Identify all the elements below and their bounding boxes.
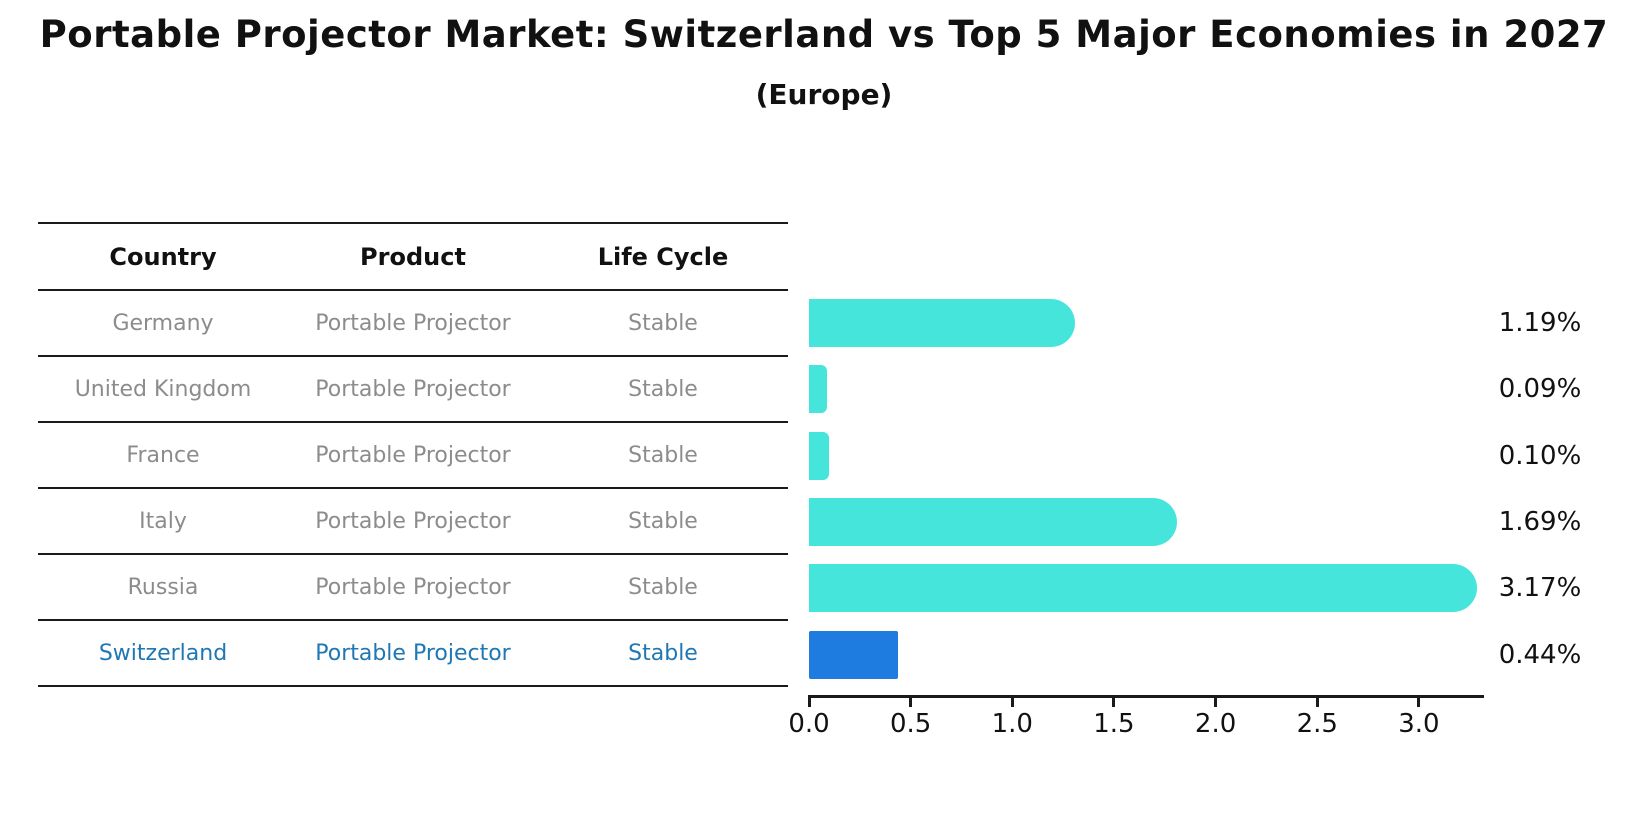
col-header-life-cycle: Life Cycle — [538, 222, 788, 291]
x-axis-tick — [909, 695, 913, 707]
bar-russia — [809, 564, 1478, 613]
cell-country: Russia — [38, 554, 288, 621]
cell-product: Portable Projector — [288, 356, 538, 423]
cell-country: Switzerland — [38, 620, 288, 687]
cell-product: Portable Projector — [288, 620, 538, 687]
x-axis-tick-label: 1.5 — [1093, 709, 1135, 739]
col-header-product: Product — [288, 222, 538, 291]
x-axis-tick — [1315, 695, 1319, 707]
x-axis-tick — [1010, 695, 1014, 707]
table-row: Russia Portable Projector Stable — [38, 554, 788, 621]
col-header-country: Country — [38, 222, 288, 291]
cell-country: United Kingdom — [38, 356, 288, 423]
cell-product: Portable Projector — [288, 422, 538, 489]
cell-product: Portable Projector — [288, 290, 538, 357]
x-axis-tick-label: 0.0 — [788, 709, 830, 739]
value-label-united-kingdom: 0.09% — [1498, 374, 1582, 405]
x-axis-tick — [1417, 695, 1421, 707]
x-axis-tick — [1214, 695, 1218, 707]
value-label-france: 0.10% — [1498, 440, 1582, 471]
cell-life-cycle: Stable — [538, 488, 788, 555]
cell-product: Portable Projector — [288, 488, 538, 555]
chart-subtitle: (Europe) — [755, 78, 893, 111]
cell-life-cycle: Stable — [538, 422, 788, 489]
cell-life-cycle: Stable — [538, 356, 788, 423]
table-row: Italy Portable Projector Stable — [38, 488, 788, 555]
x-axis-tick-label: 0.5 — [889, 709, 932, 739]
x-axis-tick-label: 2.0 — [1194, 709, 1237, 739]
chart-title: Portable Projector Market: Switzerland v… — [39, 13, 1609, 56]
value-label-switzerland: 0.44% — [1498, 639, 1582, 670]
country-table: Country Product Life Cycle Germany Porta… — [38, 222, 788, 687]
table-row: Germany Portable Projector Stable — [38, 290, 788, 357]
x-axis-tick — [807, 695, 811, 707]
x-axis-tick — [1112, 695, 1116, 707]
bar-united-kingdom — [809, 365, 828, 414]
x-axis-line — [808, 695, 1484, 698]
x-axis-tick-label: 2.5 — [1296, 709, 1338, 739]
cell-country: France — [38, 422, 288, 489]
value-label-italy: 1.69% — [1498, 506, 1582, 537]
table-header-row: Country Product Life Cycle — [38, 222, 788, 291]
bar-germany — [809, 299, 1075, 347]
cell-life-cycle: Stable — [538, 290, 788, 357]
x-axis-tick-label: 1.0 — [991, 709, 1033, 739]
value-label-russia: 3.17% — [1498, 573, 1582, 604]
cell-life-cycle: Stable — [538, 554, 788, 621]
bar-france — [809, 431, 830, 480]
x-axis-tick-label: 3.0 — [1398, 709, 1440, 739]
bar-switzerland — [809, 630, 899, 679]
bar-italy — [809, 497, 1177, 546]
cell-country: Germany — [38, 290, 288, 357]
cell-life-cycle: Stable — [538, 620, 788, 687]
cell-product: Portable Projector — [288, 554, 538, 621]
table-row: United Kingdom Portable Projector Stable — [38, 356, 788, 423]
cell-country: Italy — [38, 488, 288, 555]
table-row-switzerland-highlight: Switzerland Portable Projector Stable — [38, 620, 788, 687]
table-row: France Portable Projector Stable — [38, 422, 788, 489]
value-label-germany: 1.19% — [1498, 308, 1582, 338]
